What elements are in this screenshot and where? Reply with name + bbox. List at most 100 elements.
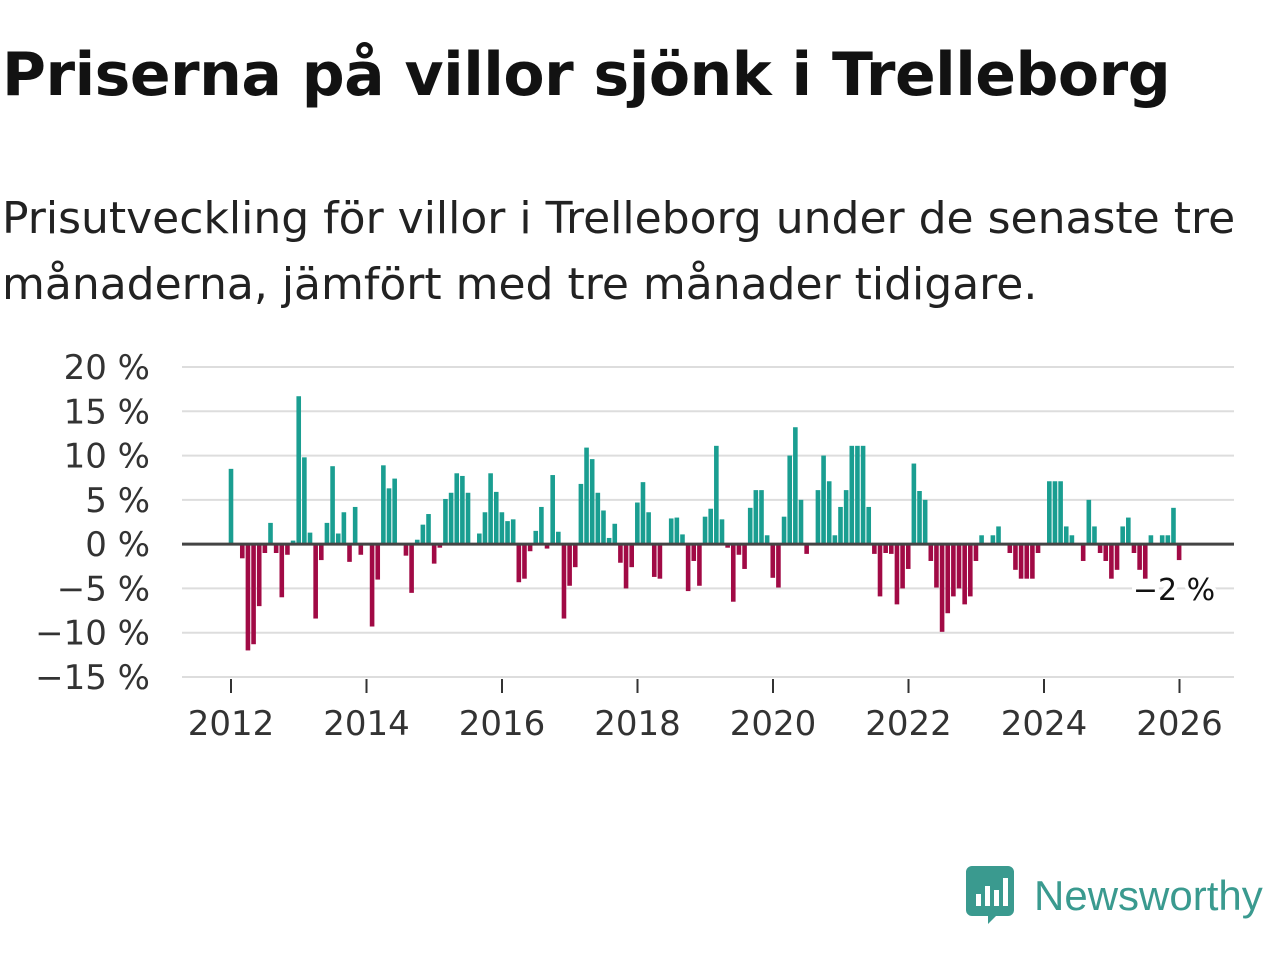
bar [1063,526,1069,545]
bar [572,544,578,568]
bar [787,455,793,545]
bar [505,521,510,545]
bar [335,533,341,545]
bar-chart: −15 %−10 %−5 %0 %5 %10 %15 %20 % 2012 201… [35,348,1234,744]
bar [1148,535,1154,545]
bar [905,544,911,569]
x-tick-label: 2024 [1001,704,1088,744]
y-tick-label: 15 % [64,392,150,432]
bar [968,544,973,597]
bar [1126,517,1131,545]
bar [392,478,397,545]
bar [550,475,555,545]
bar [815,490,821,545]
bar [1058,481,1063,545]
bar [296,396,302,545]
bar [804,544,809,554]
y-tick-label: −10 % [35,614,150,654]
bar [793,427,798,545]
bar [290,540,296,545]
bar [431,544,437,564]
bar [979,535,984,545]
bar [759,490,764,545]
bar [956,544,962,589]
bar [651,544,657,577]
bar [324,522,330,545]
bar [860,445,866,545]
x-tick-label: 2016 [459,704,546,744]
bar [900,544,905,589]
bar [414,539,420,545]
bar [1080,544,1086,561]
brand-name: Newsworthy [1034,872,1263,919]
bar [465,492,471,545]
bar [990,535,996,545]
y-tick-label: 0 % [85,525,150,565]
bar [657,544,663,579]
bar [375,544,381,580]
bar [894,544,900,605]
bar [1120,526,1125,545]
bar [1047,481,1052,545]
bar [612,523,618,545]
bar [764,535,770,545]
bar [849,445,855,545]
bar [832,535,838,545]
bar [488,473,493,545]
bar [1030,544,1035,579]
bar [1176,544,1182,561]
bar [680,534,685,545]
bar [776,544,781,588]
bar [1086,499,1092,545]
bar [443,498,448,545]
bar [358,544,364,555]
bar [877,544,883,597]
bar [493,491,499,545]
bar [939,544,945,632]
bar [691,544,697,561]
bar [313,544,318,619]
bar [318,544,324,561]
y-tick-label: 20 % [64,348,150,388]
bar [273,544,279,553]
bar [798,499,804,545]
bar [307,532,313,545]
bar [420,524,426,545]
bar [482,512,488,545]
bar [228,468,234,545]
bar [1052,481,1058,545]
bar [623,544,629,589]
bar [279,544,285,598]
bar [426,514,431,545]
bar [369,544,375,627]
bar [1007,544,1013,553]
bar [1165,535,1171,545]
bar [697,544,702,586]
bar [821,455,826,545]
y-tick-label: −5 % [57,569,150,609]
x-tick-label: 2026 [1136,704,1223,744]
bar [928,544,934,561]
bar [601,510,606,545]
bar [1142,544,1148,579]
bar [934,544,939,588]
bar [1013,544,1018,570]
bar [747,507,753,545]
bar [1018,544,1024,579]
x-tick-label: 2018 [594,704,681,744]
bar [285,544,290,555]
bar [1171,507,1176,545]
bar [239,544,245,559]
bar [888,544,894,554]
bar [685,544,691,592]
bar [996,526,1001,545]
bar [668,518,674,545]
bar [736,544,742,555]
bar [567,544,572,586]
x-tick-label: 2022 [865,704,952,744]
bar [730,544,736,602]
bar [973,544,979,561]
bars [228,396,1182,651]
bar [629,544,634,568]
bar [872,544,877,554]
